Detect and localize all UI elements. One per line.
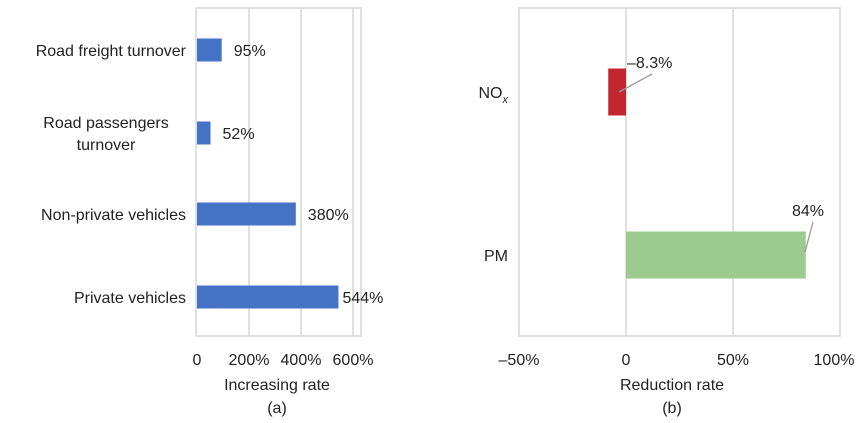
panel-a-bar: [197, 38, 222, 62]
panel-a-x-axis-label: Increasing rate: [224, 377, 330, 394]
panel-b-leader-lines: [618, 73, 814, 253]
panel-b-leader-line: [804, 221, 814, 253]
panel-b-label: (b): [662, 400, 682, 417]
panel-b-bars: [608, 68, 806, 279]
panel-a-tick-label: 600%: [333, 352, 374, 369]
panel-a-value-labels: 95% 52% 380% 544%: [223, 43, 384, 307]
panel-a-bar: [197, 121, 211, 145]
panel-a-value-label: 52%: [223, 126, 255, 143]
panel-a-category-label: Road passengers turnover: [43, 115, 168, 154]
panel-a-bar: [197, 285, 339, 309]
panel-b-value-label: 84%: [792, 203, 824, 220]
panel-a-value-label: 544%: [342, 290, 383, 307]
panel-a-frame: [195, 7, 362, 337]
panel-b-value-label: –8.3%: [627, 55, 672, 72]
panel-a-value-label: 380%: [308, 207, 349, 224]
panel-a-gridlines: [248, 8, 354, 336]
panel-b-tick-label: 100%: [814, 352, 855, 369]
panel-a-category-label: Non-private vehicles: [41, 207, 186, 224]
panel-a-tick-label: 200%: [229, 352, 270, 369]
panel-b-tick-label: 0: [622, 352, 631, 369]
panel-b-category-label: PM: [484, 248, 508, 265]
panel-a: Road freight turnover Road passengers turn…: [36, 7, 384, 417]
panel-b-value-labels: –8.3% 84%: [627, 55, 824, 220]
panel-b-gridlines: [625, 8, 734, 336]
panel-a-label: (a): [267, 400, 287, 417]
panel-a-category-labels: Road freight turnover Road passengers turn…: [36, 43, 187, 307]
panel-a-tick-labels: 0 200% 400% 600%: [193, 352, 374, 369]
panel-b-bar: [608, 68, 626, 116]
panel-b-category-label: NOx: [479, 85, 509, 106]
panel-b-tick-label: –50%: [499, 352, 540, 369]
panel-a-tick-label: 400%: [281, 352, 322, 369]
panel-b-category-labels: NOx PM: [479, 85, 509, 265]
panel-b-leader-line: [618, 73, 653, 93]
panel-a-bar: [197, 202, 296, 226]
panel-a-category-label: Private vehicles: [74, 290, 186, 307]
panel-a-tick-label: 0: [193, 352, 202, 369]
panel-b-frame: [518, 7, 841, 337]
panel-b-tick-label: 50%: [717, 352, 749, 369]
panel-b-x-axis-label: Reduction rate: [620, 377, 724, 394]
panel-b-bar: [626, 231, 806, 279]
panel-b: NOx PM –8.3% 84% –50% 0 50% 100% Reduction ra…: [479, 7, 855, 417]
panel-b-tick-labels: –50% 0 50% 100%: [499, 352, 855, 369]
panel-a-value-label: 95%: [234, 43, 266, 60]
panel-a-bars: [197, 38, 339, 309]
panel-a-category-label: Road freight turnover: [36, 43, 187, 60]
